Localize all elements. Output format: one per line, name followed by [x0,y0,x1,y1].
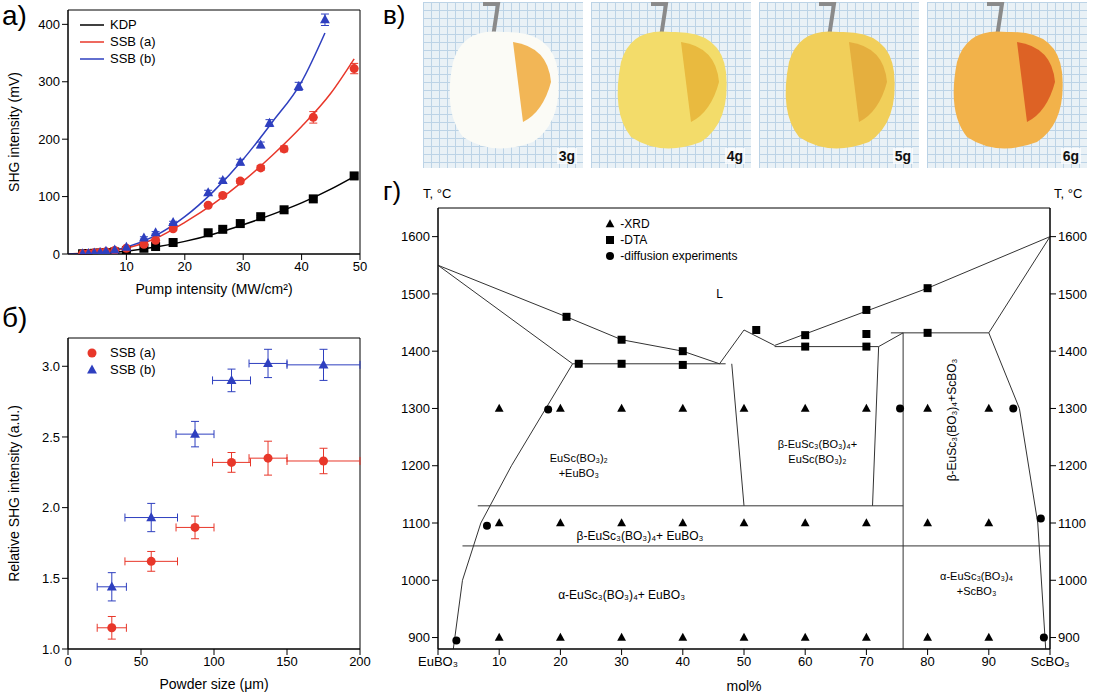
svg-text:400: 400 [38,17,60,32]
html-text:SSB (b): SSB (b) [110,51,156,66]
svg-text:2.0: 2.0 [42,500,60,515]
svg-text:80: 80 [920,654,934,669]
svg-text:β-EuSc₃(BO₃)₄+EuSc(BO₃)₂: β-EuSc₃(BO₃)₄+EuSc(BO₃)₂ [778,438,857,465]
html-text:3g: 3g [558,148,575,164]
svg-text:50: 50 [737,654,751,669]
html-text:T, °C: T, °C [1054,186,1083,201]
svg-text:1600: 1600 [1058,229,1087,244]
html-text:SSB (a): SSB (a) [110,34,156,49]
svg-text:200: 200 [349,654,371,669]
svg-text:Relative SHG intensity (a.u.): Relative SHG intensity (a.u.) [6,405,22,582]
svg-text:ScBO₃: ScBO₃ [1030,654,1069,669]
html-text:KDP: KDP [110,17,137,32]
svg-text:1300: 1300 [401,401,430,416]
svg-text:50: 50 [353,259,367,274]
svg-text:40: 40 [294,259,308,274]
html-text:-DTA: -DTA [620,233,648,247]
html-text:5g: 5g [894,148,911,164]
svg-text:SHG intensity (mV): SHG intensity (mV) [6,72,22,192]
svg-text:1300: 1300 [1058,401,1087,416]
svg-text:30: 30 [236,259,250,274]
svg-text:1100: 1100 [1058,516,1086,531]
svg-text:20: 20 [178,259,192,274]
svg-text:Pump intensity (MW/cm²): Pump intensity (MW/cm²) [135,281,292,297]
svg-text:3.0: 3.0 [42,359,60,374]
svg-text:α-EuSc₃(BO₃)₄+ EuBO₃: α-EuSc₃(BO₃)₄+ EuBO₃ [558,588,685,602]
svg-text:10: 10 [492,654,506,669]
svg-text:2.5: 2.5 [42,430,60,445]
html-text:SSB (b): SSB (b) [110,362,156,377]
svg-text:300: 300 [38,74,60,89]
html-text:-diffusion experiments: -diffusion experiments [620,249,738,263]
svg-text:Powder size (μm): Powder size (μm) [159,676,268,692]
svg-text:β-EuSc₃(BO₃)₄+ EuBO₃: β-EuSc₃(BO₃)₄+ EuBO₃ [577,529,704,543]
svg-text:40: 40 [676,654,690,669]
svg-text:60: 60 [798,654,812,669]
svg-text:100: 100 [38,189,60,204]
svg-text:β-EuSc₃(BO₃)₄+ScBO₃: β-EuSc₃(BO₃)₄+ScBO₃ [945,358,959,481]
svg-text:1500: 1500 [401,287,430,302]
html-text:в): в) [383,0,406,30]
svg-text:1500: 1500 [1058,287,1087,302]
html-text:SSB (a): SSB (a) [110,345,156,360]
svg-text:0: 0 [53,247,60,262]
html-text:4g: 4g [726,148,743,164]
svg-text:1200: 1200 [1058,458,1087,473]
svg-text:1400: 1400 [1058,344,1087,359]
svg-text:1200: 1200 [401,458,430,473]
svg-text:1.0: 1.0 [42,642,60,657]
svg-text:30: 30 [614,654,628,669]
svg-text:50: 50 [134,654,148,669]
svg-text:1400: 1400 [401,344,430,359]
svg-text:200: 200 [38,132,60,147]
svg-text:900: 900 [408,630,430,645]
html-text:б): б) [2,302,28,333]
svg-text:900: 900 [1058,630,1080,645]
svg-text:1.5: 1.5 [42,571,60,586]
svg-text:20: 20 [553,654,567,669]
html-text:-XRD: -XRD [620,217,650,231]
svg-text:L: L [716,287,723,301]
svg-text:EuBO₃: EuBO₃ [418,654,458,669]
svg-text:100: 100 [203,654,225,669]
svg-text:90: 90 [982,654,996,669]
svg-text:10: 10 [119,259,133,274]
svg-text:α-EuSc₃(BO₃)₄+ScBO₃: α-EuSc₃(BO₃)₄+ScBO₃ [940,570,1013,597]
svg-text:1600: 1600 [401,229,430,244]
html-text:г): г) [383,176,402,206]
svg-text:0: 0 [64,654,71,669]
html-text:6g: 6g [1062,148,1079,164]
svg-text:150: 150 [276,654,298,669]
svg-text:mol%: mol% [726,678,761,694]
svg-text:1000: 1000 [401,573,430,588]
svg-text:1000: 1000 [1058,573,1087,588]
svg-text:EuSc(BO₃)₂+EuBO₃: EuSc(BO₃)₂+EuBO₃ [550,452,608,479]
svg-text:70: 70 [859,654,873,669]
html-text:T, °C: T, °C [423,186,452,201]
html-text:а): а) [2,0,27,31]
svg-text:1100: 1100 [402,516,430,531]
